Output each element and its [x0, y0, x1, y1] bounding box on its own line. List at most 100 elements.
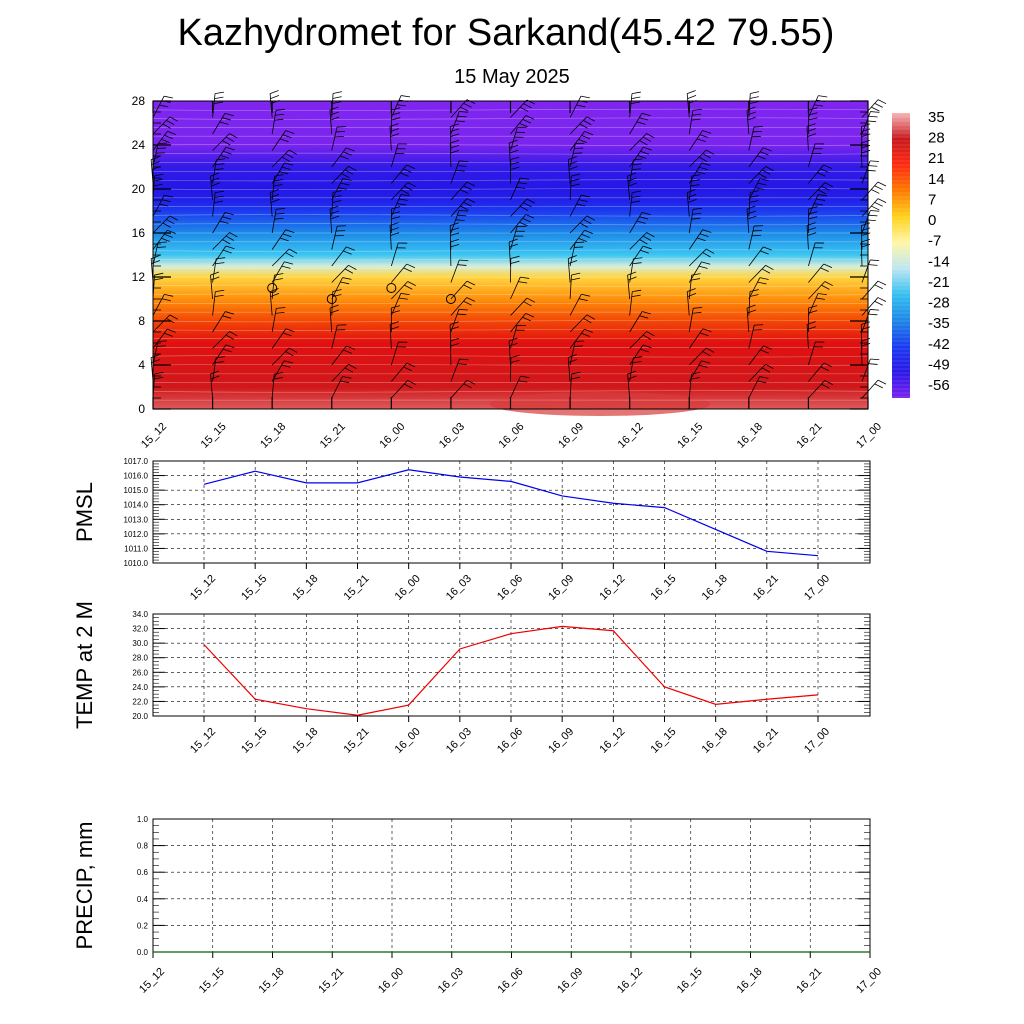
wind-barb-flag [284, 261, 294, 265]
wind-barb-flag [215, 289, 225, 293]
isotherm-line [152, 161, 869, 164]
wind-barb-flag [210, 271, 220, 276]
wind-barb-flag [391, 107, 401, 111]
x-tick-label: 16_00 [376, 966, 406, 996]
wind-barb [688, 308, 694, 333]
wind-barb-flag [398, 297, 408, 300]
wind-barb-flag [525, 115, 535, 120]
wind-barb [808, 293, 819, 316]
wind-barb [627, 374, 631, 399]
wind-barb-flag [757, 380, 767, 384]
colorbar-label: 28 [928, 130, 945, 147]
wind-barb [450, 181, 468, 201]
wind-barb-flag [815, 297, 825, 300]
wind-barb [510, 127, 518, 151]
wind-barb [390, 293, 402, 316]
wind-barb [331, 376, 343, 399]
wind-barb-flag [578, 138, 588, 144]
wind-barb [748, 291, 751, 316]
wind-barb-flag [571, 371, 581, 375]
wind-barb [508, 143, 511, 168]
wind-barb [510, 325, 518, 349]
y-tick-label: 16 [132, 226, 146, 240]
wind-barb-flag [817, 293, 827, 296]
wind-barb [510, 376, 521, 399]
wind-barb-flag [348, 363, 357, 369]
wind-barb [212, 357, 217, 382]
wind-barb-flag [161, 237, 170, 242]
y-tick-label: 8 [138, 314, 145, 328]
wind-barb-flag [632, 163, 642, 166]
wind-barb [510, 177, 521, 201]
wind-barb-flag [821, 383, 830, 389]
wind-barb-flag [275, 108, 285, 111]
wind-barb-flag [274, 273, 284, 276]
wind-barb-flag [281, 364, 291, 368]
wind-barb-flag [705, 347, 715, 353]
wind-barb-flag [691, 273, 701, 276]
wind-barb-flag [823, 362, 833, 368]
wind-barb-flag [639, 117, 649, 121]
wind-barb-flag [526, 297, 536, 303]
wind-barb-flag [691, 174, 701, 177]
wind-barb-flag [877, 99, 887, 105]
wind-barb-flag [164, 233, 173, 238]
wind-barb-flag [282, 233, 292, 238]
wind-barb-flag [403, 366, 412, 372]
wind-barb [508, 242, 511, 267]
wind-barb-flag [702, 328, 712, 333]
wind-barb-flag [641, 212, 651, 216]
wind-barb [860, 225, 863, 250]
wind-barb-flag [868, 264, 878, 266]
wind-barb [152, 116, 171, 135]
wind-barb-flag [159, 104, 169, 108]
wind-barb [212, 212, 226, 234]
wind-barb-flag [861, 243, 871, 248]
wind-barb-flag [627, 276, 637, 281]
wind-barb-flag [164, 194, 174, 198]
wind-barb-flag [583, 120, 592, 126]
y-tick-label: 12 [132, 270, 146, 284]
wind-barb-flag [214, 200, 224, 203]
x-tick-label: 15_15 [197, 966, 227, 996]
wind-barb-flag [581, 233, 591, 238]
wind-barb [808, 263, 825, 283]
wind-barb-flag [332, 294, 342, 297]
wind-barb [449, 324, 452, 349]
wind-barb-flag [275, 113, 285, 116]
wind-barb-flag [219, 220, 229, 224]
isotherm-line [152, 354, 869, 358]
wind-barb [450, 198, 468, 217]
wind-barb-flag [274, 372, 284, 375]
wind-barb [510, 276, 521, 300]
wind-barb [390, 194, 402, 217]
wind-barb-flag [390, 133, 400, 137]
wind-barb-flag [761, 268, 771, 274]
wind-barb-flag [457, 313, 467, 316]
wind-barb-flag [332, 289, 342, 292]
wind-barb-flag [223, 150, 232, 155]
wind-barb-flag [169, 215, 178, 221]
wind-barb-flag [156, 345, 166, 347]
wind-barb-flag [627, 375, 637, 380]
x-tick-label: 16_18 [735, 966, 765, 996]
wind-barb [271, 229, 287, 250]
wind-barb [450, 210, 460, 234]
wind-barb-flag [225, 136, 235, 142]
wind-barb-flag [269, 90, 279, 94]
wind-barb-flag [162, 222, 171, 228]
wind-barb-flag [273, 179, 283, 182]
wind-barb [329, 209, 333, 234]
wind-barb-flag [646, 331, 655, 337]
isotherm-line [152, 117, 869, 120]
wind-barb-flag [749, 96, 759, 99]
wind-barb-flag [699, 233, 709, 238]
wind-barb-flag [166, 120, 175, 126]
wind-barb-flag [510, 359, 520, 363]
wind-barb [567, 258, 571, 283]
temp-2m-panel: 20.0 22.0 24.0 26.0 28.0 30.0 32.0 34.0 15_12 15_… [72, 601, 871, 756]
wind-barb-flag [571, 277, 581, 281]
wind-barb-flag [687, 288, 696, 292]
y-tick-label: 1010.0 [124, 559, 149, 568]
wind-barb-flag [525, 214, 535, 219]
